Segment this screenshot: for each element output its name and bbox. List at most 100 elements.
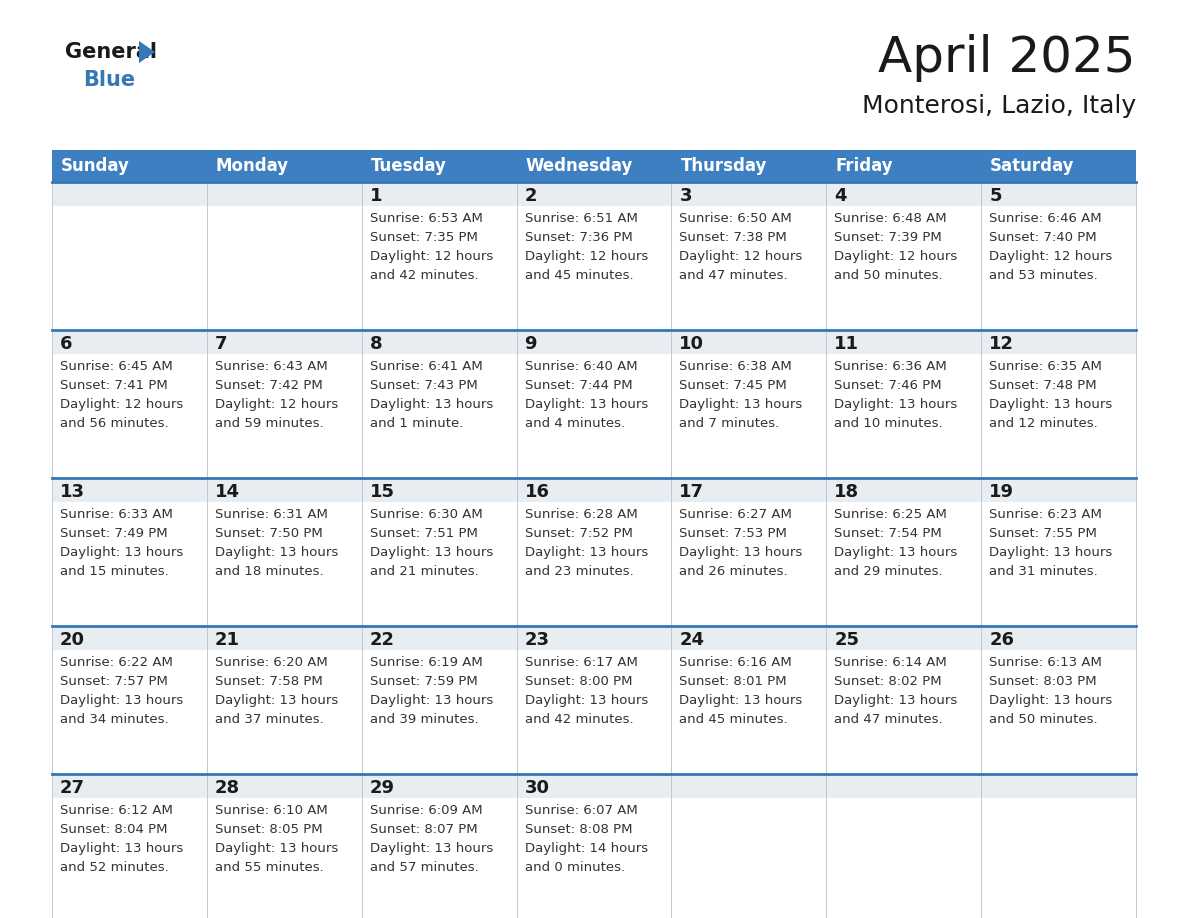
Bar — [361, 354, 517, 478]
Bar — [517, 774, 671, 918]
Text: Friday: Friday — [835, 157, 893, 175]
Text: Sunrise: 6:13 AM
Sunset: 8:03 PM
Daylight: 13 hours
and 50 minutes.: Sunrise: 6:13 AM Sunset: 8:03 PM Dayligh… — [990, 656, 1112, 726]
Text: Sunrise: 6:40 AM
Sunset: 7:44 PM
Daylight: 13 hours
and 4 minutes.: Sunrise: 6:40 AM Sunset: 7:44 PM Dayligh… — [525, 360, 647, 430]
Bar — [671, 650, 827, 774]
Text: Sunrise: 6:33 AM
Sunset: 7:49 PM
Daylight: 13 hours
and 15 minutes.: Sunrise: 6:33 AM Sunset: 7:49 PM Dayligh… — [61, 508, 183, 578]
Bar — [52, 330, 207, 478]
Text: Sunrise: 6:31 AM
Sunset: 7:50 PM
Daylight: 13 hours
and 18 minutes.: Sunrise: 6:31 AM Sunset: 7:50 PM Dayligh… — [215, 508, 339, 578]
Bar — [981, 354, 1136, 478]
Text: Sunrise: 6:10 AM
Sunset: 8:05 PM
Daylight: 13 hours
and 55 minutes.: Sunrise: 6:10 AM Sunset: 8:05 PM Dayligh… — [215, 804, 339, 874]
Bar — [517, 182, 671, 330]
Bar — [981, 150, 1136, 182]
Text: Monday: Monday — [216, 157, 289, 175]
Text: Sunrise: 6:17 AM
Sunset: 8:00 PM
Daylight: 13 hours
and 42 minutes.: Sunrise: 6:17 AM Sunset: 8:00 PM Dayligh… — [525, 656, 647, 726]
Text: 12: 12 — [990, 335, 1015, 353]
Text: 6: 6 — [61, 335, 72, 353]
Text: Sunrise: 6:20 AM
Sunset: 7:58 PM
Daylight: 13 hours
and 37 minutes.: Sunrise: 6:20 AM Sunset: 7:58 PM Dayligh… — [215, 656, 339, 726]
Bar — [517, 354, 671, 478]
Bar — [981, 330, 1136, 478]
Bar — [52, 798, 207, 918]
Bar — [52, 626, 207, 774]
Text: April 2025: April 2025 — [878, 34, 1136, 82]
Bar — [361, 798, 517, 918]
Text: 2: 2 — [525, 187, 537, 205]
Text: Monterosi, Lazio, Italy: Monterosi, Lazio, Italy — [861, 94, 1136, 118]
Text: 3: 3 — [680, 187, 691, 205]
Text: 8: 8 — [369, 335, 383, 353]
Text: Sunrise: 6:28 AM
Sunset: 7:52 PM
Daylight: 13 hours
and 23 minutes.: Sunrise: 6:28 AM Sunset: 7:52 PM Dayligh… — [525, 508, 647, 578]
Bar — [981, 650, 1136, 774]
Text: 22: 22 — [369, 631, 394, 649]
Bar — [517, 798, 671, 918]
Text: 19: 19 — [990, 483, 1015, 501]
Text: 10: 10 — [680, 335, 704, 353]
Text: Sunrise: 6:35 AM
Sunset: 7:48 PM
Daylight: 13 hours
and 12 minutes.: Sunrise: 6:35 AM Sunset: 7:48 PM Dayligh… — [990, 360, 1112, 430]
Bar — [52, 774, 207, 918]
Bar — [671, 478, 827, 626]
Bar — [517, 626, 671, 774]
Text: Sunrise: 6:16 AM
Sunset: 8:01 PM
Daylight: 13 hours
and 45 minutes.: Sunrise: 6:16 AM Sunset: 8:01 PM Dayligh… — [680, 656, 803, 726]
Bar — [361, 182, 517, 330]
Bar — [52, 150, 207, 182]
Bar — [671, 774, 827, 918]
Bar — [207, 478, 361, 626]
Bar — [981, 626, 1136, 774]
Text: Sunrise: 6:48 AM
Sunset: 7:39 PM
Daylight: 12 hours
and 50 minutes.: Sunrise: 6:48 AM Sunset: 7:39 PM Dayligh… — [834, 212, 958, 282]
Text: Sunday: Sunday — [61, 157, 129, 175]
Text: 16: 16 — [525, 483, 550, 501]
Bar — [361, 206, 517, 330]
Bar — [207, 798, 361, 918]
Text: Sunrise: 6:25 AM
Sunset: 7:54 PM
Daylight: 13 hours
and 29 minutes.: Sunrise: 6:25 AM Sunset: 7:54 PM Dayligh… — [834, 508, 958, 578]
Text: 20: 20 — [61, 631, 86, 649]
Bar — [361, 774, 517, 918]
Text: Sunrise: 6:19 AM
Sunset: 7:59 PM
Daylight: 13 hours
and 39 minutes.: Sunrise: 6:19 AM Sunset: 7:59 PM Dayligh… — [369, 656, 493, 726]
Text: General: General — [65, 42, 157, 62]
Bar — [207, 206, 361, 330]
Bar — [981, 798, 1136, 918]
Text: 13: 13 — [61, 483, 86, 501]
Text: Sunrise: 6:36 AM
Sunset: 7:46 PM
Daylight: 13 hours
and 10 minutes.: Sunrise: 6:36 AM Sunset: 7:46 PM Dayligh… — [834, 360, 958, 430]
Bar — [207, 502, 361, 626]
Bar — [981, 774, 1136, 918]
Bar — [671, 626, 827, 774]
Text: 26: 26 — [990, 631, 1015, 649]
Bar — [207, 774, 361, 918]
Text: 15: 15 — [369, 483, 394, 501]
Bar — [361, 650, 517, 774]
Bar — [517, 650, 671, 774]
Bar — [827, 478, 981, 626]
Bar — [52, 650, 207, 774]
Text: Sunrise: 6:12 AM
Sunset: 8:04 PM
Daylight: 13 hours
and 52 minutes.: Sunrise: 6:12 AM Sunset: 8:04 PM Dayligh… — [61, 804, 183, 874]
Bar — [517, 502, 671, 626]
Bar — [52, 478, 207, 626]
Text: Sunrise: 6:27 AM
Sunset: 7:53 PM
Daylight: 13 hours
and 26 minutes.: Sunrise: 6:27 AM Sunset: 7:53 PM Dayligh… — [680, 508, 803, 578]
Polygon shape — [139, 41, 154, 63]
Bar — [671, 798, 827, 918]
Bar — [207, 626, 361, 774]
Text: 4: 4 — [834, 187, 847, 205]
Text: Sunrise: 6:53 AM
Sunset: 7:35 PM
Daylight: 12 hours
and 42 minutes.: Sunrise: 6:53 AM Sunset: 7:35 PM Dayligh… — [369, 212, 493, 282]
Bar — [52, 502, 207, 626]
Text: Sunrise: 6:30 AM
Sunset: 7:51 PM
Daylight: 13 hours
and 21 minutes.: Sunrise: 6:30 AM Sunset: 7:51 PM Dayligh… — [369, 508, 493, 578]
Bar — [361, 626, 517, 774]
Text: 28: 28 — [215, 779, 240, 797]
Text: Thursday: Thursday — [681, 157, 766, 175]
Text: Sunrise: 6:45 AM
Sunset: 7:41 PM
Daylight: 12 hours
and 56 minutes.: Sunrise: 6:45 AM Sunset: 7:41 PM Dayligh… — [61, 360, 183, 430]
Bar — [207, 182, 361, 330]
Bar — [827, 650, 981, 774]
Text: 21: 21 — [215, 631, 240, 649]
Text: Sunrise: 6:07 AM
Sunset: 8:08 PM
Daylight: 14 hours
and 0 minutes.: Sunrise: 6:07 AM Sunset: 8:08 PM Dayligh… — [525, 804, 647, 874]
Bar — [517, 478, 671, 626]
Text: 14: 14 — [215, 483, 240, 501]
Bar — [52, 182, 207, 330]
Bar — [981, 206, 1136, 330]
Bar — [827, 150, 981, 182]
Bar — [207, 150, 361, 182]
Bar — [981, 478, 1136, 626]
Bar — [671, 502, 827, 626]
Text: Wednesday: Wednesday — [525, 157, 633, 175]
Text: 24: 24 — [680, 631, 704, 649]
Text: 1: 1 — [369, 187, 383, 205]
Text: Sunrise: 6:50 AM
Sunset: 7:38 PM
Daylight: 12 hours
and 47 minutes.: Sunrise: 6:50 AM Sunset: 7:38 PM Dayligh… — [680, 212, 803, 282]
Bar — [671, 354, 827, 478]
